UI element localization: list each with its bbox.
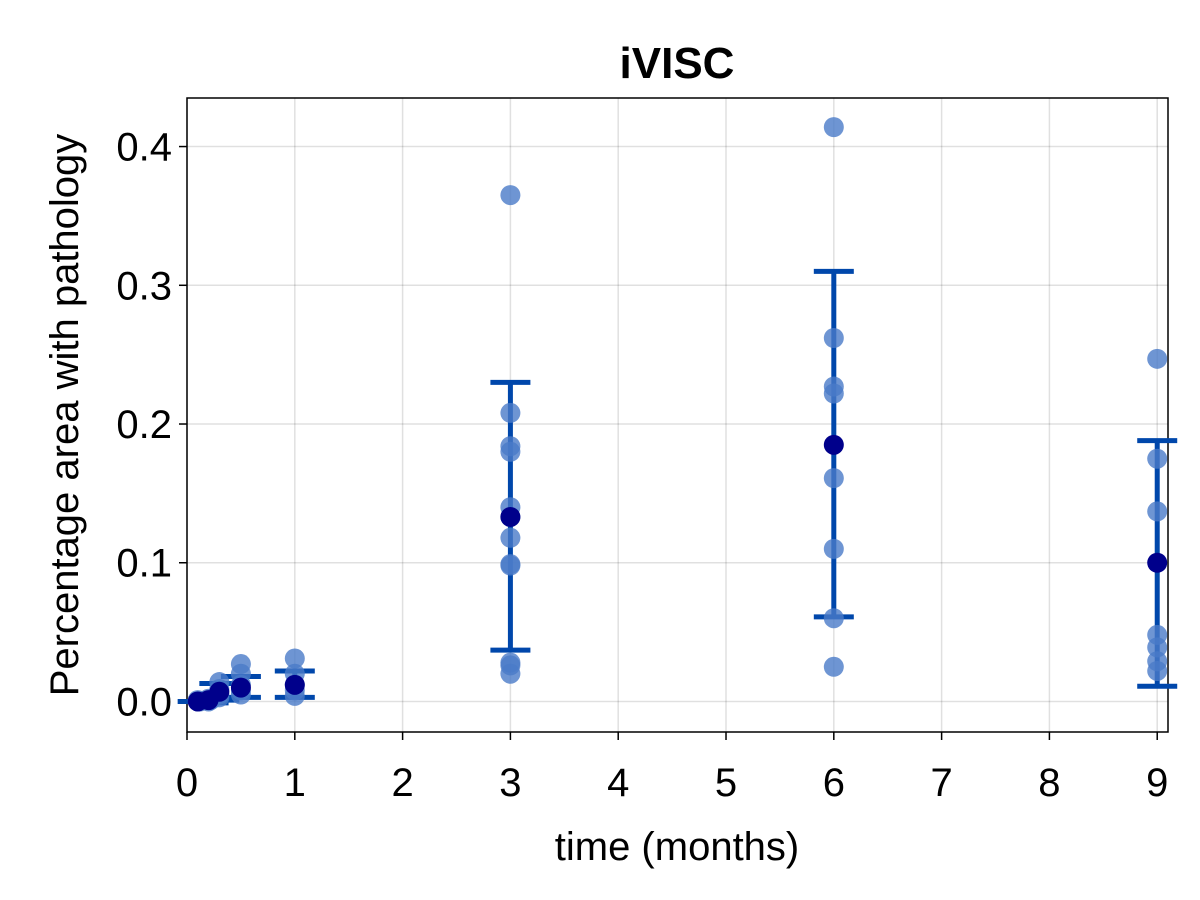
data-point: [500, 555, 521, 576]
y-tick-label: 0.2: [116, 403, 172, 447]
data-point: [1147, 448, 1168, 469]
data-point: [823, 656, 844, 677]
mean-point: [823, 434, 844, 455]
y-tick-labels: 0.0 0.1 0.2 0.3 0.4: [116, 126, 172, 725]
data-point: [823, 538, 844, 559]
grid-lines: [186, 98, 1168, 732]
x-tick-label: 7: [930, 761, 952, 805]
data-point: [823, 608, 844, 629]
x-tick-label: 4: [607, 761, 629, 805]
mean-point: [500, 506, 521, 527]
data-point: [1147, 660, 1168, 681]
axis-ticks: [179, 145, 1158, 740]
y-axis-label: Percentage area with pathology: [43, 134, 87, 697]
plot-frame: [186, 97, 1169, 733]
x-tick-label: 8: [1038, 761, 1060, 805]
data-point: [500, 527, 521, 548]
y-tick-label: 0.1: [116, 542, 172, 586]
x-tick-label: 3: [499, 761, 521, 805]
y-tick-label: 0.4: [116, 126, 172, 170]
x-tick-label: 5: [715, 761, 737, 805]
y-tick-label: 0.0: [116, 680, 172, 724]
x-axis-label: time (months): [555, 825, 800, 869]
data-point: [500, 185, 521, 206]
mean-point: [1147, 552, 1168, 573]
data-point: [500, 402, 521, 423]
x-tick-label: 2: [391, 761, 413, 805]
y-tick-label: 0.3: [116, 264, 172, 308]
data-point: [823, 328, 844, 349]
data-point: [500, 663, 521, 684]
data-point: [823, 117, 844, 138]
data-point: [1147, 348, 1168, 369]
mean-points: [187, 434, 1168, 712]
x-tick-labels: 0 1 2 3 4 5 6 7 8 9: [176, 761, 1168, 805]
data-point: [823, 383, 844, 404]
data-point: [1147, 501, 1168, 522]
x-tick-label: 1: [284, 761, 306, 805]
chart-title: iVISC: [620, 39, 735, 88]
data-point: [230, 654, 251, 675]
data-point: [823, 468, 844, 489]
x-tick-label: 6: [823, 761, 845, 805]
x-tick-label: 0: [176, 761, 198, 805]
data-points: [187, 117, 1168, 712]
error-bars: [177, 268, 1178, 706]
mean-point: [230, 677, 251, 698]
data-point: [500, 441, 521, 462]
data-point: [284, 648, 305, 669]
mean-point: [209, 681, 230, 702]
mean-point: [284, 674, 305, 695]
x-tick-label: 9: [1146, 761, 1168, 805]
data-point: [1147, 637, 1168, 658]
